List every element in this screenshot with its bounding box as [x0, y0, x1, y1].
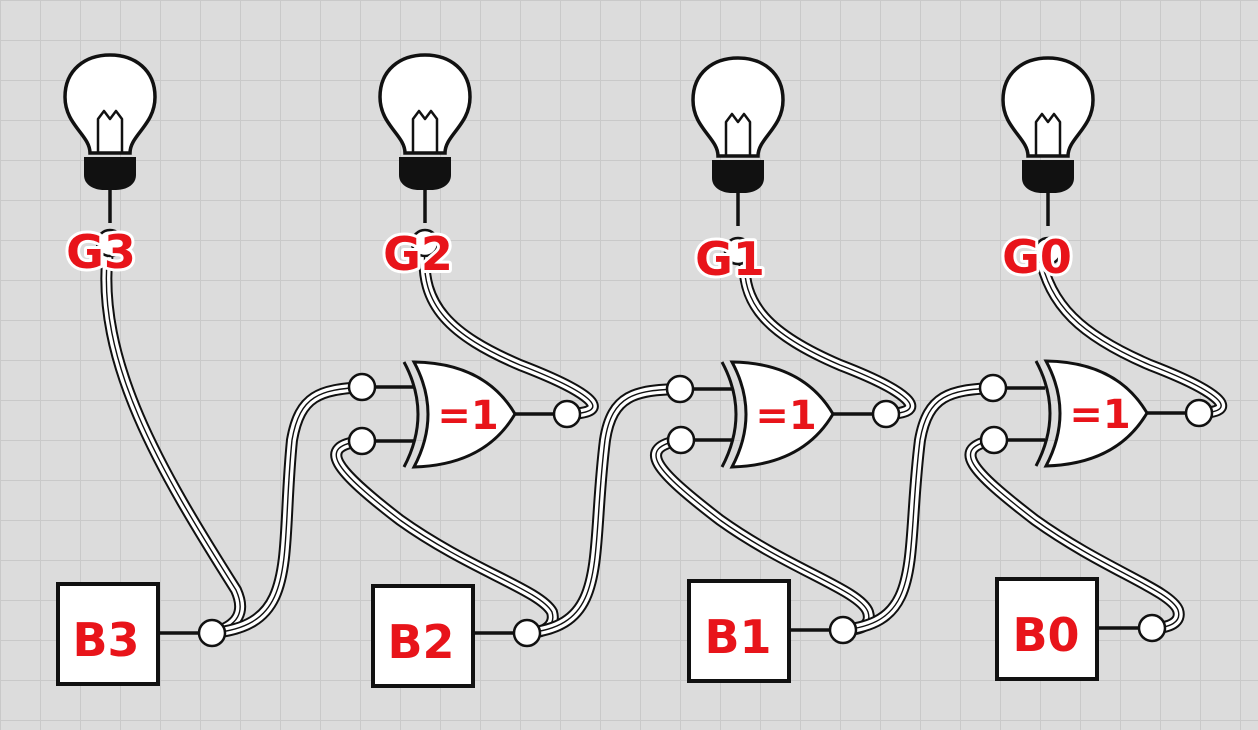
wire-b3-g3[interactable] — [100, 244, 247, 639]
bulb-icon — [378, 53, 472, 155]
input-pin-a[interactable] — [978, 373, 1008, 403]
filament-icon — [96, 109, 124, 153]
output-pin[interactable] — [828, 615, 858, 645]
label-g0: G0 — [1002, 230, 1072, 284]
output-pin[interactable] — [410, 228, 440, 258]
output-lamp-g2[interactable] — [378, 53, 472, 258]
output-pin[interactable] — [723, 236, 753, 266]
output-pin[interactable] — [512, 618, 542, 648]
input-pin-b[interactable] — [979, 425, 1009, 455]
input-switch-b1[interactable] — [687, 579, 858, 683]
output-pin[interactable] — [1033, 236, 1063, 266]
filament-icon — [411, 109, 439, 153]
filament-icon — [724, 112, 752, 156]
output-pin[interactable] — [1184, 398, 1214, 428]
output-pin[interactable] — [95, 228, 125, 258]
wire-xor-g1-g1[interactable] — [738, 249, 917, 420]
label-g3: G3 — [66, 225, 136, 279]
xor-gate-g1[interactable]: =1 — [665, 360, 901, 469]
input-pin-a[interactable] — [665, 374, 695, 404]
bulb-icon — [63, 53, 157, 155]
wire-xor-g2-g2[interactable] — [418, 244, 599, 420]
output-pin[interactable] — [552, 399, 582, 429]
output-pin[interactable] — [1137, 613, 1167, 643]
output-lamp-g0[interactable] — [1001, 56, 1095, 266]
label-b1: B1 — [704, 610, 771, 664]
wire-b3-xor-g2[interactable] — [206, 381, 368, 639]
input-pin-b[interactable] — [666, 425, 696, 455]
bulb-base-icon — [712, 160, 764, 193]
output-lamp-g3[interactable] — [63, 53, 157, 258]
xor-gate-g2[interactable]: =1 — [347, 360, 582, 469]
bulb-base-icon — [399, 157, 451, 190]
output-pin[interactable] — [197, 618, 227, 648]
bulb-icon — [1001, 56, 1095, 158]
label-b0: B0 — [1012, 608, 1079, 662]
xor-gate-label: =1 — [437, 393, 498, 439]
wires — [100, 244, 1228, 639]
labels: G3 G2 G1 G0 B3 B2 B1 B0 — [63, 222, 1082, 672]
xor-gate-g0[interactable]: =1 — [978, 359, 1214, 468]
label-g2: G2 — [383, 227, 453, 281]
wire-b0-xor-g0[interactable] — [964, 434, 1185, 634]
input-switch-b2[interactable] — [371, 584, 542, 688]
xor-gate-label: =1 — [1069, 392, 1130, 438]
xor-gate-label: =1 — [755, 393, 816, 439]
label-g1: G1 — [695, 232, 765, 286]
bulb-base-icon — [1022, 160, 1074, 193]
input-switch-b0[interactable] — [995, 577, 1167, 681]
input-pin-b[interactable] — [347, 426, 377, 456]
bulb-icon — [691, 56, 785, 158]
label-b3: B3 — [72, 613, 139, 667]
output-lamp-g1[interactable] — [691, 56, 785, 266]
wire-b1-xor-g0[interactable] — [837, 382, 999, 636]
output-pin[interactable] — [871, 399, 901, 429]
filament-icon — [1034, 112, 1062, 156]
bulb-base-icon — [84, 157, 136, 190]
wire-b2-xor-g1[interactable] — [521, 383, 686, 639]
input-pin-a[interactable] — [347, 372, 377, 402]
label-b2: B2 — [387, 615, 454, 669]
wire-b2-xor-g2[interactable] — [330, 435, 559, 639]
wire-xor-g0-g0[interactable] — [1034, 249, 1228, 419]
input-switch-b3[interactable] — [56, 582, 227, 686]
